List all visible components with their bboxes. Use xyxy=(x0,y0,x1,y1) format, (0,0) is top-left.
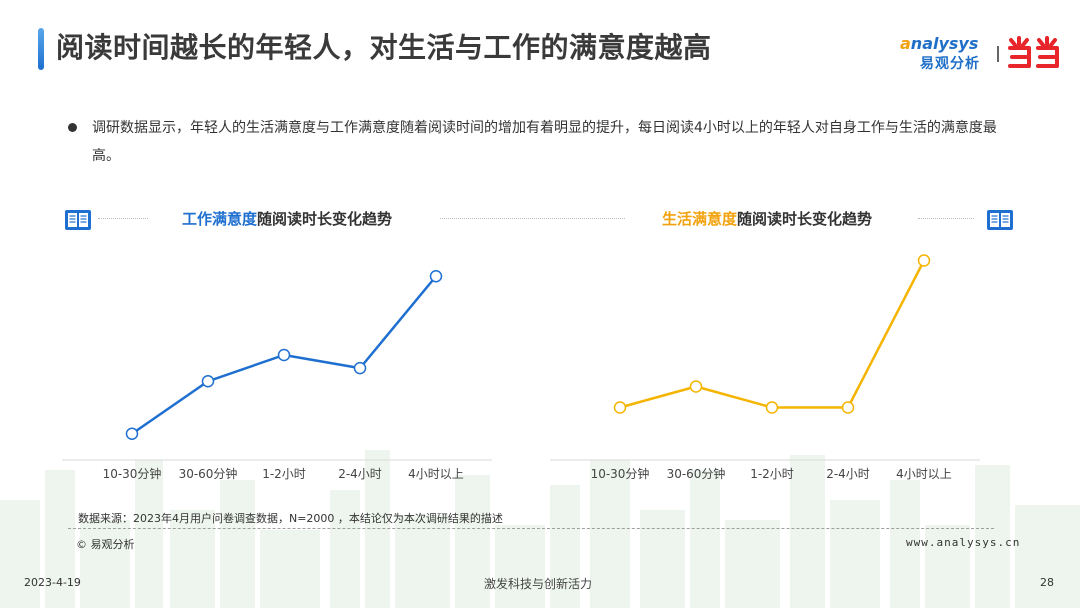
chart-title-life: 生活满意度随阅读时长变化趋势 xyxy=(662,208,872,229)
book-icon xyxy=(65,210,91,230)
copyright-text: © 易观分析 xyxy=(76,538,135,551)
x-tick-label: 30-60分钟 xyxy=(667,466,726,481)
x-tick-label: 1-2小时 xyxy=(262,467,306,481)
logo-mark-letter: a xyxy=(900,34,911,53)
data-point xyxy=(277,348,291,362)
x-tick-label: 30-60分钟 xyxy=(179,466,238,481)
data-point xyxy=(613,401,627,414)
x-tick-label: 1-2小时 xyxy=(750,467,794,481)
footer-date: 2023-4-19 xyxy=(24,576,81,589)
page-title: 阅读时间越长的年轻人，对生活与工作的满意度越高 xyxy=(56,31,712,64)
chart-title-highlight: 生活满意度 xyxy=(662,210,738,228)
life-satisfaction-line-chart: 10-30分钟 30-60分钟 1-2小时 2-4小时 4小时以上 xyxy=(550,254,980,481)
data-point xyxy=(765,401,779,414)
chart-title-highlight: 工作满意度 xyxy=(182,210,258,228)
bullet-dot xyxy=(68,123,77,132)
x-tick-label: 10-30分钟 xyxy=(103,466,162,481)
x-tick-label: 4小时以上 xyxy=(408,467,464,481)
chart-title-rest: 随阅读时长变化趋势 xyxy=(737,210,873,228)
logo-separator xyxy=(997,46,999,62)
work-satisfaction-line-chart: 10-30分钟 30-60分钟 1-2小时 2-4小时 4小时以上 xyxy=(62,270,492,481)
dangdang-logo-icon xyxy=(1008,36,1059,68)
data-point xyxy=(841,401,855,414)
header-dotted-line xyxy=(918,218,974,219)
website-link[interactable]: www.analysys.cn xyxy=(906,536,1021,549)
x-tick-label: 2-4小时 xyxy=(826,467,870,481)
data-point xyxy=(353,361,367,375)
source-divider xyxy=(68,528,994,529)
x-tick-label: 2-4小时 xyxy=(338,467,382,481)
data-point xyxy=(201,375,215,388)
chart-title-work: 工作满意度随阅读时长变化趋势 xyxy=(182,208,392,229)
data-point xyxy=(429,270,443,283)
data-point xyxy=(917,254,931,267)
header-dotted-line xyxy=(440,218,625,219)
summary-text: 调研数据显示，年轻人的生活满意度与工作满意度随着阅读时间的增加有着明显的提升，每… xyxy=(92,120,997,164)
book-icon xyxy=(987,210,1013,230)
logo-cn-text: 易观分析 xyxy=(920,56,980,72)
data-point xyxy=(689,380,703,393)
logo-en-text: nalysys xyxy=(910,34,979,53)
title-accent-bar xyxy=(38,28,44,70)
header-dotted-line xyxy=(98,218,148,219)
x-tick-label: 10-30分钟 xyxy=(591,466,650,481)
footer-slogan: 激发科技与创新活力 xyxy=(484,577,593,591)
city-skyline-background xyxy=(0,450,1080,608)
page-number: 28 xyxy=(1040,576,1054,589)
data-source-note: 数据来源：2023年4月用户问卷调查数据，N=2000 ，本结论仅为本次调研结果… xyxy=(78,512,503,525)
analysys-logo: analysys 易观分析 xyxy=(900,34,990,72)
x-tick-label: 4小时以上 xyxy=(896,467,952,481)
series-line xyxy=(619,259,926,409)
data-point xyxy=(125,427,139,440)
chart-title-rest: 随阅读时长变化趋势 xyxy=(257,210,393,228)
